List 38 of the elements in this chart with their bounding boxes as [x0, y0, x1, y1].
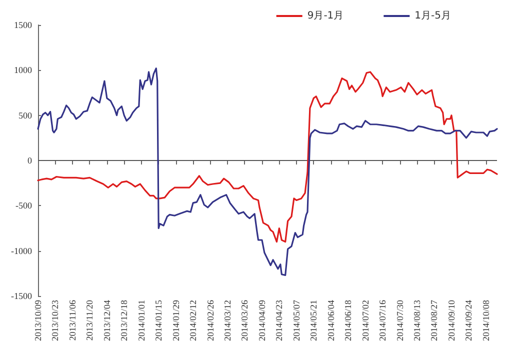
x-tick-label: 2014/09/10 [446, 300, 456, 342]
x-tick-label: 2014/04/23 [274, 300, 284, 342]
y-tick-label: -500 [16, 200, 32, 211]
x-tick-label: 2014/03/26 [240, 300, 250, 342]
y-tick-label: 1500 [14, 20, 32, 30]
x-tick-label: 2014/10/08 [480, 300, 491, 342]
x-tick-label: 2013/11/06 [67, 300, 78, 341]
x-tick-label: 2013/10/23 [50, 300, 60, 342]
x-tick-label: 2014/08/13 [412, 300, 422, 342]
legend-label: 9月-1月 [307, 10, 344, 22]
legend-label: 1月-5月 [414, 10, 452, 22]
x-tick-label: 2013/11/20 [84, 300, 95, 341]
x-tick-label: 2014/04/09 [256, 300, 267, 342]
x-tick-label: 2014/02/26 [205, 300, 216, 342]
x-tick-label: 2014/06/18 [343, 300, 354, 342]
line-series [37, 68, 498, 276]
x-tick-label: 2014/01/29 [170, 300, 181, 342]
x-tick-label: 2014/02/12 [188, 300, 198, 342]
x-tick-label: 2014/09/24 [464, 300, 474, 342]
y-tick-label: 500 [18, 110, 32, 120]
x-tick-label: 2014/01/15 [154, 300, 164, 342]
x-tick-label: 2014/07/30 [394, 300, 405, 342]
x-tick-label: 2014/08/27 [429, 300, 440, 342]
y-tick-label: -1500 [11, 291, 32, 301]
x-tick-label: 2014/07/02 [360, 300, 370, 342]
y-tick-label: 1000 [14, 65, 32, 76]
y-tick-label: 0 [28, 156, 32, 166]
x-tick-label: 2014/06/04 [326, 300, 336, 342]
x-tick-label: 2013/12/04 [102, 300, 112, 342]
x-tick-label: 2013/10/09 [33, 300, 43, 342]
x-tick-label: 2014/05/07 [291, 300, 302, 342]
x-tick-label: 2014/03/12 [222, 300, 233, 342]
line-series [37, 71, 498, 243]
x-tick-label: 2014/01/01 [136, 300, 146, 342]
x-tick-label: 2014/07/16 [378, 300, 388, 342]
y-tick-label: -1000 [11, 246, 32, 256]
x-tick-label: 2014/05/21 [308, 300, 319, 342]
x-tick-label: 2013/12/18 [119, 300, 130, 342]
